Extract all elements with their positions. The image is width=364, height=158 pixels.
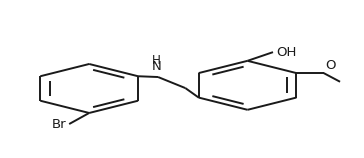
Text: Br: Br bbox=[52, 118, 66, 131]
Text: O: O bbox=[325, 59, 336, 72]
Text: N: N bbox=[151, 60, 161, 73]
Text: OH: OH bbox=[276, 46, 296, 59]
Text: H: H bbox=[152, 54, 161, 67]
